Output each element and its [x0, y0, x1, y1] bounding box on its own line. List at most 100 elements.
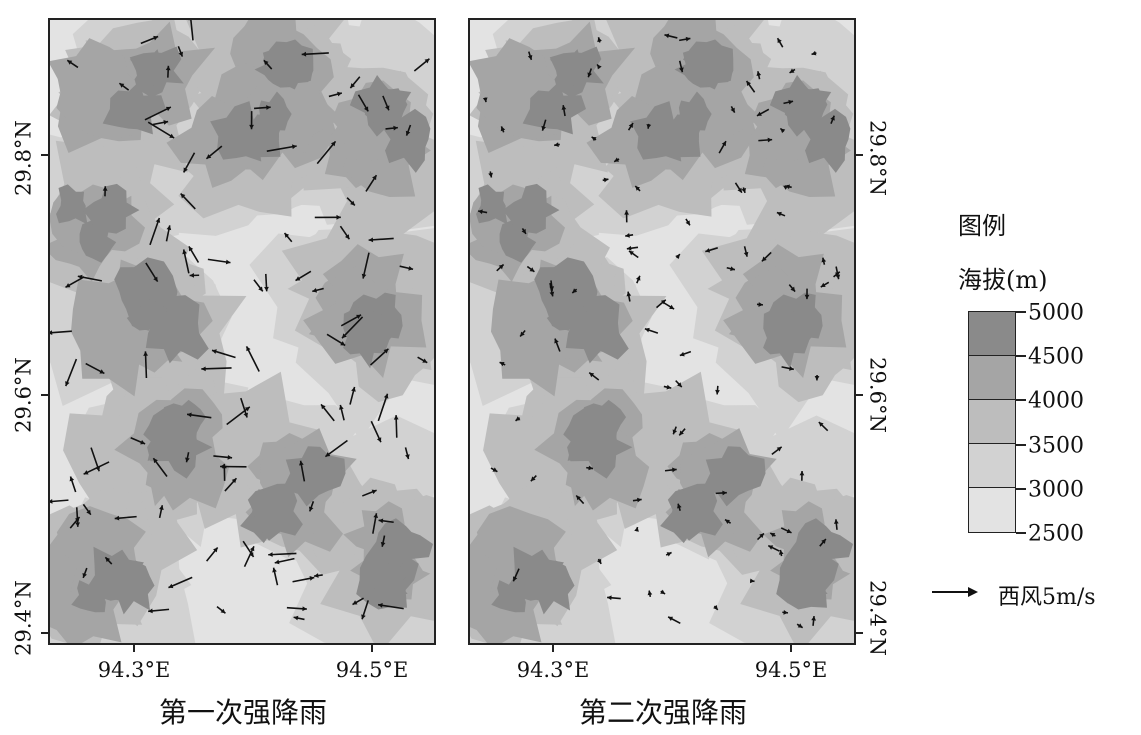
wind-arrow [226, 406, 251, 426]
wind-arrow-head [675, 254, 680, 260]
wind-arrow [245, 345, 260, 372]
wind-arrow-head [783, 610, 788, 615]
wind-arrow-head [672, 429, 678, 435]
wind-arrow [324, 439, 348, 458]
wind-arrow-head [672, 467, 677, 473]
wind-arrow-head [274, 559, 280, 565]
wind-arrow-head [153, 35, 159, 41]
wind-arrow [147, 121, 175, 139]
wind-arrow-head [591, 136, 597, 142]
lat-label-left-29-6: 29.6°N [11, 357, 36, 433]
wind-arrow-head [482, 97, 488, 103]
legend-tick [1016, 488, 1026, 490]
lat-label-right-29-6: 29.6°N [865, 357, 890, 433]
wind-arrow-head [422, 358, 428, 363]
wind-arrow-head [521, 228, 526, 234]
wind-arrow-head [549, 291, 555, 297]
wind-arrow-head [721, 141, 726, 147]
lon-label-right-94-3: 94.3°E [516, 658, 590, 682]
wind-arrow-head [264, 286, 269, 292]
wind-arrow [201, 367, 232, 370]
terrain-contour [630, 101, 698, 162]
wind-arrow-head [541, 125, 546, 131]
wind-arrow-head [767, 137, 773, 143]
wind-arrow-head [737, 187, 742, 193]
wind-arrow [144, 106, 172, 121]
lat-tick [41, 394, 48, 396]
wind-arrow-head [628, 123, 634, 128]
legend-tick [1016, 311, 1026, 313]
wind-arrow [65, 358, 78, 387]
wind-arrow-head [596, 558, 602, 564]
wind-arrow-head [178, 51, 183, 57]
wind-arrow-head [153, 276, 158, 282]
wind-arrow-head [498, 264, 504, 270]
wind-arrow-head [220, 608, 226, 614]
lon-tick [790, 645, 792, 652]
wind-arrow-head [761, 256, 767, 262]
wind-arrow-head [768, 545, 774, 550]
wind-arrow-head [393, 415, 399, 420]
wind-arrow-head [249, 124, 254, 130]
wind-arrow-head [339, 404, 344, 410]
wind-arrow-head [153, 458, 158, 464]
legend-swatch-3000-3500 [969, 444, 1015, 488]
wind-arrow-head [188, 246, 194, 252]
legend-value-4500: 4500 [1028, 344, 1084, 370]
wind-arrow-head [341, 333, 347, 339]
wind-arrow [149, 217, 161, 246]
wind-arrow-head [758, 302, 763, 307]
wind-arrow-head [330, 141, 336, 147]
wind-arrow-head [626, 245, 632, 251]
legend-value-3500: 3500 [1028, 433, 1084, 459]
wind-arrow-head [554, 338, 559, 344]
wind-arrow [341, 316, 364, 339]
wind-arrow-head [225, 259, 231, 265]
wind-arrow-head [182, 249, 187, 255]
wind-arrow-head [169, 133, 175, 138]
wind-arrow-head [350, 83, 355, 89]
wind-arrow-head [786, 528, 792, 534]
wind-arrow-head [361, 614, 366, 620]
wind-arrow-head [741, 188, 747, 193]
wind-arrow-head [821, 538, 826, 544]
wind-arrow-head [220, 464, 225, 469]
wind-arrow-head [746, 81, 752, 86]
legend-swatch-4000-4500 [969, 356, 1015, 400]
wind-arrow-head [646, 123, 652, 129]
lat-tick [856, 394, 863, 396]
wind-arrow-head [722, 490, 727, 496]
terrain-map-second [470, 20, 854, 643]
wind-arrow-head [206, 154, 212, 159]
wind-arrow-head [666, 384, 672, 390]
wind-arrow-head [291, 144, 297, 150]
wind-arrow-head [776, 446, 782, 452]
wind-arrow-head [272, 567, 277, 573]
lat-tick [41, 632, 48, 634]
wind-arrow-head [634, 527, 639, 532]
wind-arrow-head [783, 185, 789, 190]
wind-arrow [190, 20, 194, 41]
legend-swatch-2500-3000 [969, 488, 1015, 532]
wind-arrow-head [75, 522, 80, 527]
terrain-contour [56, 184, 88, 225]
wind-arrow-head [405, 130, 411, 136]
terrain-contour [70, 271, 183, 397]
wind-arrow-head [361, 273, 367, 279]
wind-arrow-head [227, 454, 233, 460]
elevation-legend [968, 311, 1016, 533]
wind-arrow-head [77, 274, 83, 280]
wind-arrow-layer [477, 33, 841, 629]
wind-arrow-head [554, 142, 559, 147]
wind-arrow-head [705, 248, 711, 253]
wind-arrow-head [166, 225, 172, 231]
wind-arrow-head [520, 331, 525, 337]
wind-arrow-head [405, 454, 410, 460]
wind-arrow-head [797, 623, 803, 628]
wind-arrow-head [576, 495, 581, 501]
wind-arrow [266, 145, 297, 152]
wind-arrow-head [759, 533, 764, 539]
wind-arrow-head [393, 125, 398, 131]
legend-tick [1016, 444, 1026, 446]
wind-arrow [144, 351, 148, 379]
